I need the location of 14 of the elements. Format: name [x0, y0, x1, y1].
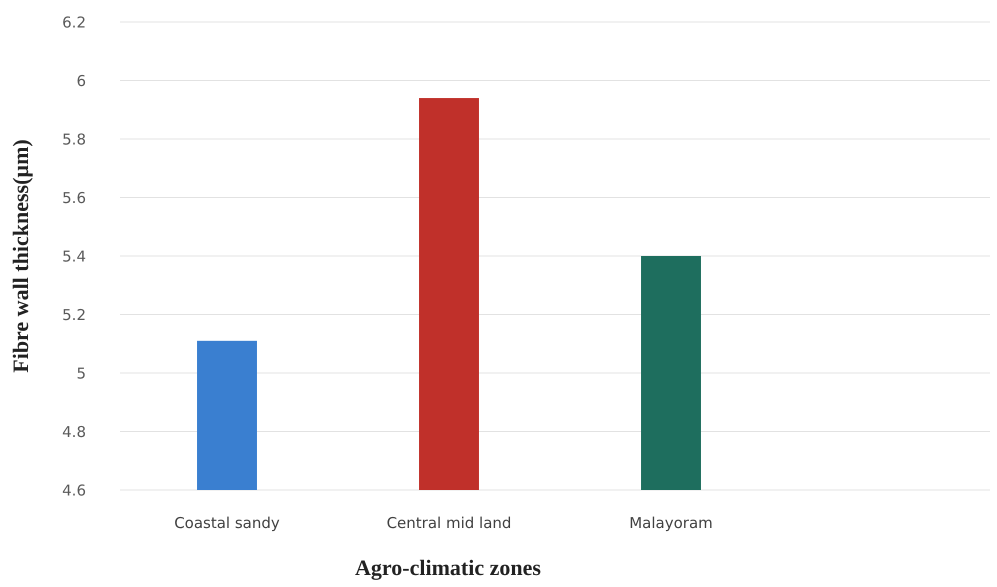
x-axis-title: Agro-climatic zones — [355, 555, 542, 580]
y-tick-label: 5.8 — [62, 130, 86, 148]
y-tick-label: 5 — [76, 364, 86, 382]
x-tick-label: Central mid land — [386, 514, 512, 532]
y-tick-label: 5.6 — [62, 188, 86, 207]
y-tick-label: 4.6 — [62, 481, 86, 500]
y-tick-label: 4.8 — [62, 422, 86, 441]
y-tick-label: 6.2 — [62, 13, 86, 32]
x-tick-label: Malayoram — [629, 514, 713, 532]
y-tick-label: 5.4 — [62, 247, 86, 266]
y-tick-label: 5.2 — [62, 306, 86, 324]
x-tick-label: Coastal sandy — [174, 514, 280, 532]
y-axis-title: Fibre wall thickness(µm) — [8, 139, 33, 373]
y-tick-label: 6 — [76, 72, 86, 90]
